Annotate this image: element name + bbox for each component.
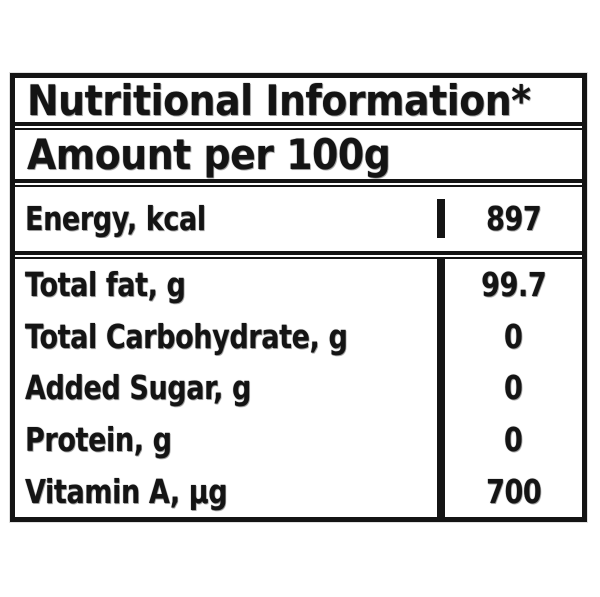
nutrient-value: 0 xyxy=(504,316,523,356)
label-title-row: Nutritional Information* xyxy=(15,75,582,125)
nutrient-value-cell: 0 xyxy=(437,310,582,362)
amount-per-header: Amount per 100g xyxy=(27,130,391,179)
nutrient-row-carbohydrate: Total Carbohydrate, g 0 xyxy=(15,310,582,362)
horizontal-divider xyxy=(15,122,582,130)
nutrient-name: Total fat, g xyxy=(25,264,186,304)
nutrient-name: Energy, kcal xyxy=(25,199,206,239)
nutrient-value-cell: 0 xyxy=(437,413,582,466)
nutrient-value: 0 xyxy=(504,419,523,459)
nutrient-row-energy: Energy, kcal 897 xyxy=(15,187,582,251)
label-title: Nutritional Information* xyxy=(27,75,531,125)
nutrient-value-cell: 897 xyxy=(437,199,582,239)
nutrient-value: 897 xyxy=(485,199,542,239)
nutrient-name: Vitamin A, µg xyxy=(25,471,228,511)
nutrient-value-cell: 700 xyxy=(437,465,582,518)
nutrient-name: Total Carbohydrate, g xyxy=(25,316,348,356)
nutrient-name-cell: Protein, g xyxy=(15,414,437,466)
nutrient-name-cell: Total fat, g xyxy=(15,259,437,311)
nutrient-row-total-fat: Total fat, g 99.7 xyxy=(15,258,582,311)
nutrient-row-protein: Protein, g 0 xyxy=(15,413,582,466)
nutrient-name-cell: Energy, kcal xyxy=(15,199,437,238)
nutrition-label-panel: Nutritional Information* Amount per 100g… xyxy=(10,73,587,522)
nutrient-row-vitamin-a: Vitamin A, µg 700 xyxy=(15,465,582,518)
horizontal-divider xyxy=(15,250,582,259)
nutrient-value-cell: 99.7 xyxy=(437,258,582,311)
nutrient-name-cell: Added Sugar, g xyxy=(15,362,437,414)
nutrient-value: 0 xyxy=(504,368,523,408)
amount-per-row: Amount per 100g xyxy=(15,130,582,179)
nutrient-row-added-sugar: Added Sugar, g 0 xyxy=(15,361,582,414)
nutrient-value-cell: 0 xyxy=(437,361,582,414)
nutrient-table-body: Total fat, g 99.7 Total Carbohydrate, g … xyxy=(15,258,582,518)
nutrient-name-cell: Total Carbohydrate, g xyxy=(15,310,437,362)
nutrient-name: Added Sugar, g xyxy=(25,368,251,408)
horizontal-divider xyxy=(15,179,582,187)
nutrient-name-cell: Vitamin A, µg xyxy=(15,465,437,517)
nutrient-value: 99.7 xyxy=(480,264,547,304)
nutrient-name: Protein, g xyxy=(25,419,172,459)
nutrient-value: 700 xyxy=(485,471,542,511)
